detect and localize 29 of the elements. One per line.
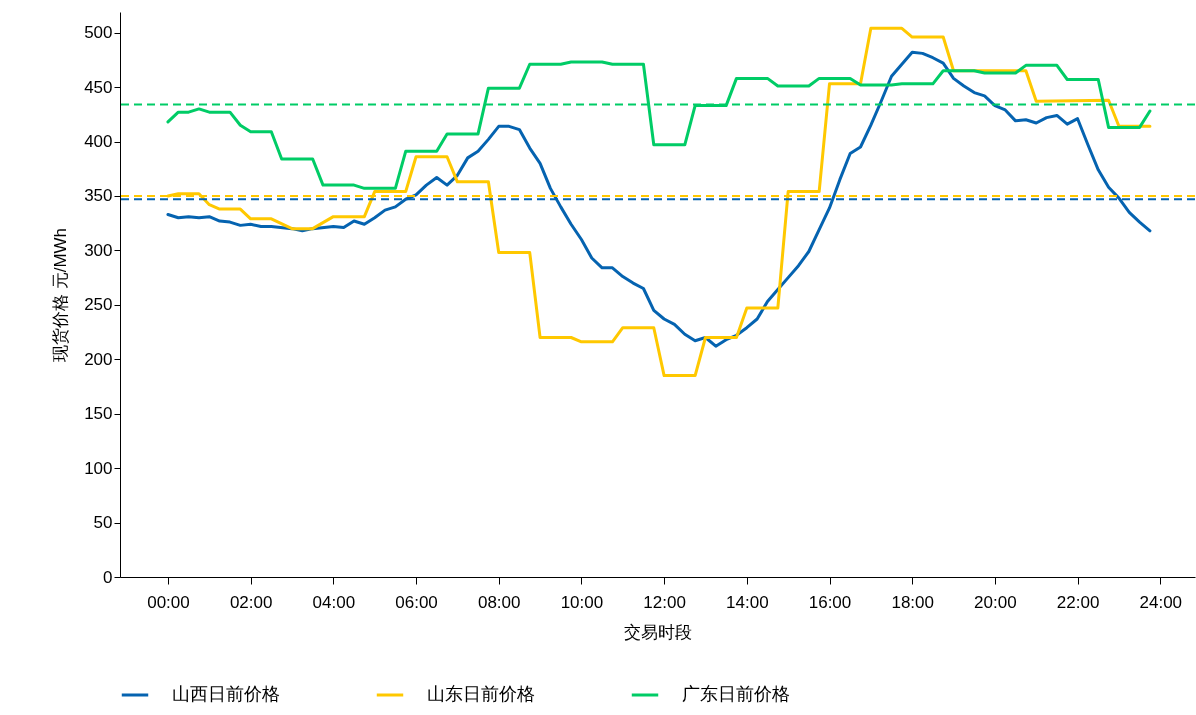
x-tick-label: 00:00 (147, 592, 190, 612)
y-tick-label: 200 (84, 349, 113, 369)
y-tick-label: 150 (84, 404, 113, 424)
y-axis-title: 现货价格 元/MWh (51, 227, 71, 363)
x-tick-label: 08:00 (477, 592, 521, 612)
x-tick-label: 06:00 (395, 592, 438, 612)
legend-label: 广东日前价格 (682, 684, 790, 704)
y-tick-label: 250 (84, 295, 113, 315)
x-tick-label: 14:00 (726, 592, 769, 612)
x-tick-label: 12:00 (643, 592, 686, 612)
y-tick-label: 0 (103, 567, 113, 587)
x-tick-label: 04:00 (312, 592, 356, 612)
x-tick-label: 22:00 (1056, 592, 1100, 612)
y-tick-label: 50 (93, 513, 113, 533)
x-axis-title: 交易时段 (624, 622, 692, 642)
y-tick-label: 300 (84, 240, 113, 260)
x-tick-label: 02:00 (229, 592, 273, 612)
y-tick-label: 500 (84, 23, 113, 43)
y-tick-label: 400 (84, 132, 113, 152)
x-tick-label: 24:00 (1139, 592, 1183, 612)
x-tick-label: 10:00 (560, 592, 604, 612)
y-tick-label: 350 (84, 186, 113, 206)
x-tick-label: 20:00 (974, 592, 1017, 612)
legend-label: 山西日前价格 (172, 684, 280, 704)
x-tick-label: 18:00 (891, 592, 934, 612)
x-tick-label: 16:00 (808, 592, 852, 612)
y-tick-label: 100 (84, 458, 113, 478)
y-tick-label: 450 (84, 77, 113, 97)
legend-label: 山东日前价格 (427, 684, 535, 704)
